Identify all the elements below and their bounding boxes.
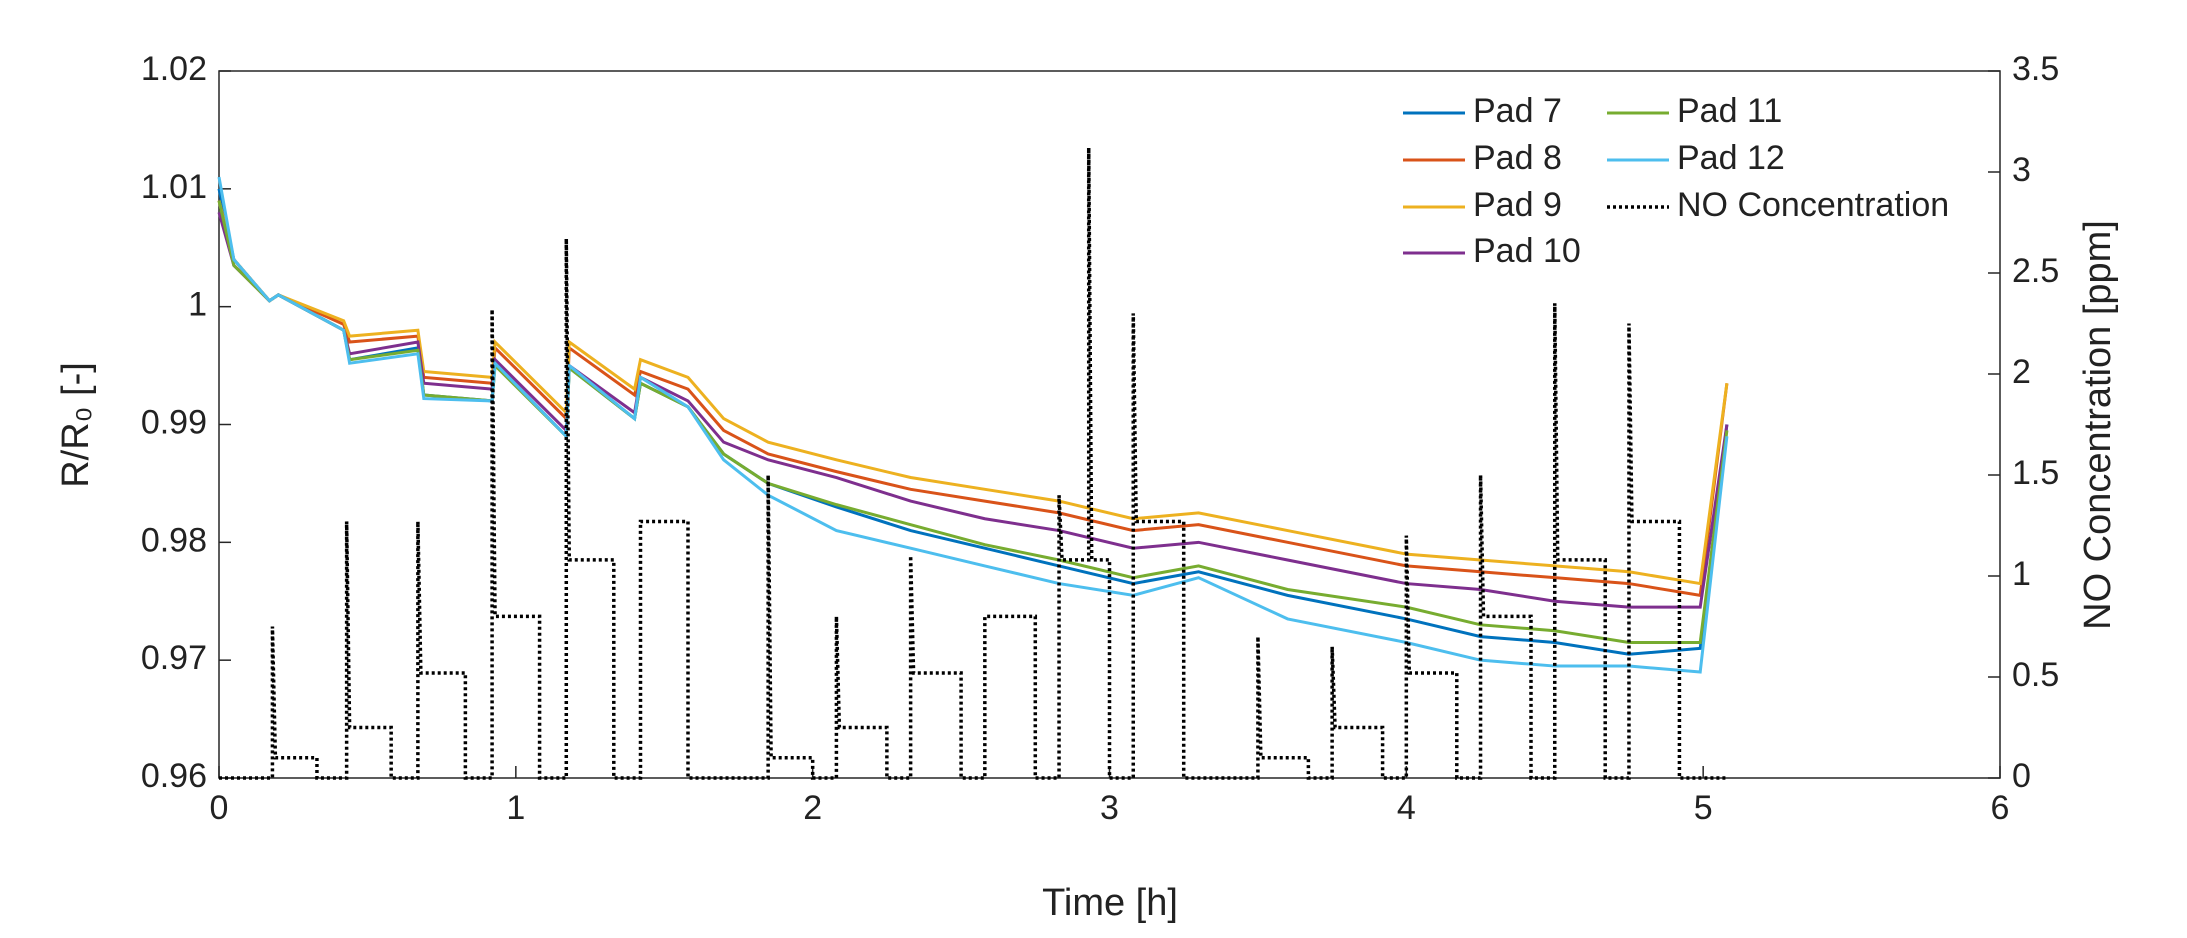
x-tick-label: 6 <box>1991 789 2010 827</box>
y-axis-label: R/R₀ [-] <box>55 362 97 488</box>
y-tick-label: 0.97 <box>141 639 207 677</box>
legend-label: NO Concentration <box>1677 186 1949 224</box>
x-tick-label: 5 <box>1694 789 1713 827</box>
legend-label: Pad 12 <box>1677 139 1785 177</box>
y2-tick-label: 1.5 <box>2012 454 2059 492</box>
y2-tick-label: 1 <box>2012 555 2031 593</box>
y-tick-label: 0.96 <box>141 757 207 795</box>
y2-tick-label: 2.5 <box>2012 252 2059 290</box>
legend-label: Pad 7 <box>1473 92 1562 130</box>
x-tick-label: 4 <box>1397 789 1416 827</box>
y2-axis-label: NO Concentration [ppm] <box>2077 220 2119 630</box>
y-tick-label: 0.99 <box>141 403 207 441</box>
legend-label: Pad 8 <box>1473 139 1562 177</box>
y-tick-label: 1.01 <box>141 168 207 206</box>
series-line <box>217 200 1729 598</box>
y2-tick-label: 2 <box>2012 353 2031 391</box>
legend-label: Pad 10 <box>1473 232 1581 270</box>
x-axis-label: Time [h] <box>1042 882 1178 924</box>
x-tick-label: 3 <box>1100 789 1119 827</box>
legend-label: Pad 9 <box>1473 186 1562 224</box>
y2-tick-label: 0.5 <box>2012 656 2059 694</box>
legend-label: Pad 11 <box>1677 92 1782 130</box>
y-tick-label: 0.98 <box>141 521 207 559</box>
x-tick-label: 1 <box>506 789 525 827</box>
x-tick-label: 2 <box>803 789 822 827</box>
series-line <box>217 200 1729 586</box>
series-line <box>217 211 1729 609</box>
series-line <box>217 176 1729 674</box>
y2-tick-label: 0 <box>2012 757 2031 795</box>
series-line <box>219 147 1727 780</box>
y-tick-label: 1 <box>188 286 207 324</box>
y2-tick-label: 3 <box>2012 151 2031 189</box>
y2-tick-label: 3.5 <box>2012 50 2059 88</box>
x-tick-label: 0 <box>210 789 229 827</box>
y-tick-label: 1.02 <box>141 50 207 88</box>
